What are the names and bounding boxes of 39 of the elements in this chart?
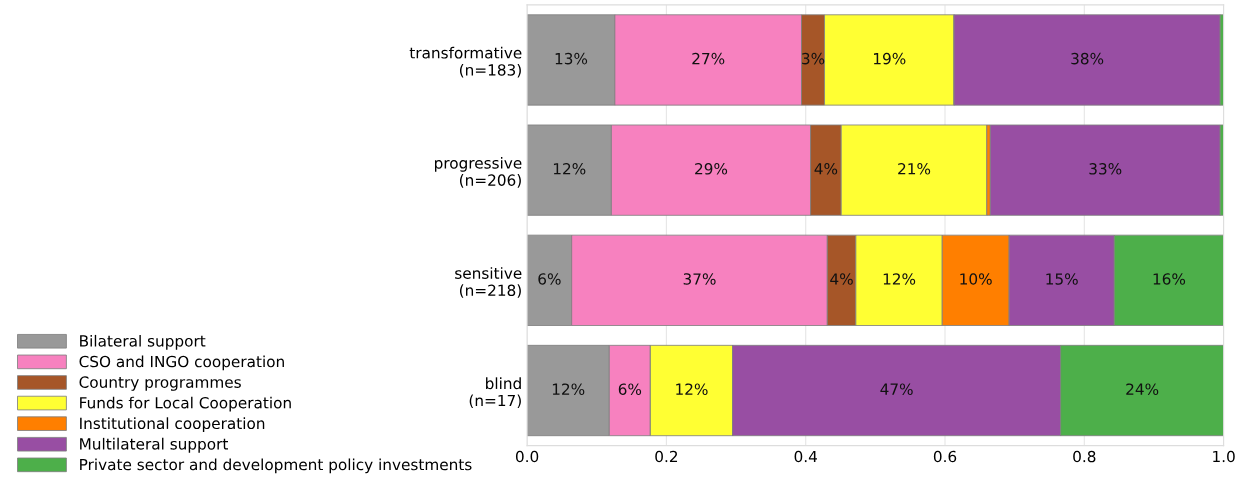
data-label: 37% bbox=[683, 273, 716, 285]
x-tick-label: 0.0 bbox=[515, 450, 539, 463]
x-tick-label: 1.0 bbox=[1213, 450, 1235, 463]
legend-label: Bilateral support bbox=[80, 334, 206, 350]
data-label: 13% bbox=[555, 52, 588, 65]
data-label: 38% bbox=[1071, 52, 1104, 65]
data-label: 10% bbox=[960, 273, 992, 285]
legend-label: Multilateral support bbox=[80, 437, 228, 453]
x-tick-label: 0.8 bbox=[1073, 450, 1096, 463]
legend-label: Private sector and development policy investments bbox=[80, 458, 472, 474]
legend-label: Country programmes bbox=[79, 376, 241, 391]
data-label: 4% bbox=[830, 273, 853, 285]
legend-label: CSO and INGO cooperation bbox=[79, 355, 284, 371]
data-label: 6% bbox=[618, 383, 642, 395]
data-label: 12% bbox=[883, 273, 916, 285]
data-label: 12% bbox=[553, 163, 586, 175]
y-tick-label: blind (n=17) bbox=[469, 377, 521, 409]
data-label: 33% bbox=[1089, 163, 1122, 175]
data-label: 16% bbox=[1153, 273, 1186, 285]
data-label: 4% bbox=[814, 163, 838, 175]
legend-label: Funds for Local Cooperation bbox=[80, 396, 291, 412]
x-tick-label: 0.6 bbox=[933, 450, 957, 463]
x-tick-label: 0.2 bbox=[655, 450, 678, 463]
legend-label: Institutional cooperation bbox=[80, 417, 265, 433]
y-tick-label: progressive (n=206) bbox=[435, 156, 522, 188]
data-label: 12% bbox=[676, 383, 708, 395]
data-label: 47% bbox=[880, 383, 913, 395]
data-label: 3% bbox=[802, 52, 825, 65]
data-label: 19% bbox=[873, 52, 906, 65]
y-tick-label: sensitive (n=218) bbox=[455, 267, 522, 298]
data-label: 12% bbox=[552, 383, 585, 395]
data-label: 29% bbox=[695, 163, 728, 175]
data-label: 27% bbox=[692, 52, 725, 65]
data-label: 6% bbox=[538, 273, 561, 285]
data-label: 24% bbox=[1126, 383, 1159, 395]
y-tick-label: transformative (n=183) bbox=[409, 46, 522, 78]
data-label: 21% bbox=[898, 163, 931, 175]
data-label: 15% bbox=[1046, 273, 1078, 285]
x-tick-label: 0.4 bbox=[794, 450, 817, 463]
